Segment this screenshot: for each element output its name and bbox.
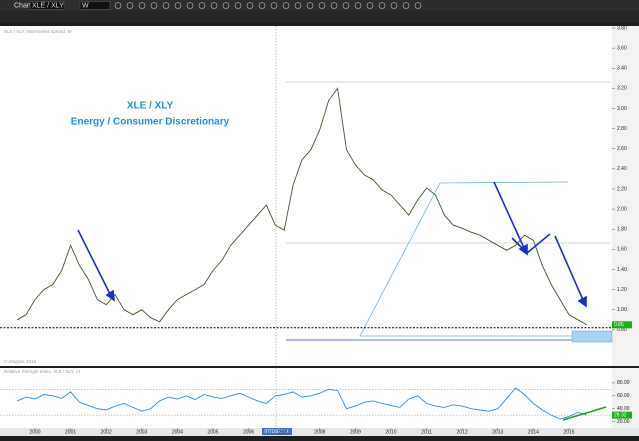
x-tick-label: 2007: [279, 429, 290, 435]
y-tick-label: 3.80: [617, 25, 627, 31]
arrow-head: [105, 289, 115, 302]
toolbar-icon[interactable]: [366, 2, 374, 9]
y-tick-label: 2.60: [617, 146, 627, 152]
toolbar-icon[interactable]: [246, 2, 254, 9]
chart-title: XLE / XLY: [127, 101, 174, 112]
x-tick-label: 2015: [563, 429, 574, 435]
x-tick-label: 2004: [172, 429, 183, 435]
y-tick-label: 2.00: [617, 206, 627, 212]
toolbar-icon[interactable]: [390, 2, 398, 9]
toolbar-icon[interactable]: [138, 2, 146, 9]
last-price-box: [612, 321, 632, 329]
y-tick-label: 80.00: [617, 380, 630, 386]
arrows: [77, 181, 587, 308]
toolbar-icon[interactable]: [258, 2, 266, 9]
projection-line: [359, 181, 569, 337]
toolbar-icon[interactable]: [294, 2, 302, 9]
y-tick-label: 1.80: [617, 227, 627, 233]
x-tick-label: 2003: [136, 429, 147, 435]
price-pane: [0, 26, 612, 366]
symbol-box[interactable]: [29, 1, 65, 10]
x-tick-label: 2006: [243, 429, 254, 435]
toolbar-icon[interactable]: [354, 2, 362, 9]
x-tick-label: 2001: [65, 429, 76, 435]
x-tick-label: 2013: [492, 429, 503, 435]
toolbar-icon[interactable]: [114, 2, 122, 9]
interval-box[interactable]: [79, 1, 111, 10]
arrow: [77, 229, 111, 295]
toolbar-icon[interactable]: [306, 2, 314, 9]
arrow-head: [577, 295, 587, 308]
chart-subtitle: Energy / Consumer Discretionary: [71, 117, 230, 128]
toolbar-icon[interactable]: [198, 2, 206, 9]
copyright: © eSignal, 2015: [4, 358, 37, 364]
rsi-pane: [0, 368, 612, 428]
rsi-status: Relative Strength Index, XLE / XLY, 14: [4, 369, 81, 374]
x-tick-label: 2014: [528, 429, 539, 435]
x-tick-label: 2002: [101, 429, 112, 435]
toolbar-icon[interactable]: [222, 2, 230, 9]
x-tick-label: 2012: [457, 429, 468, 435]
drawing-toolbar: [0, 11, 639, 23]
x-tick-label: 2008: [314, 429, 325, 435]
toolbar-icon[interactable]: [330, 2, 338, 9]
tab-label[interactable]: Chart: [14, 2, 31, 9]
y-tick-label: 3.40: [617, 66, 627, 72]
y-tick-label: 2.40: [617, 166, 627, 172]
toolbar-icon[interactable]: [126, 2, 134, 9]
toolbar-icon[interactable]: [234, 2, 242, 9]
toolbar-icon[interactable]: [378, 2, 386, 9]
price-axis: [612, 26, 639, 366]
y-tick-label: 2.20: [617, 186, 627, 192]
rsi-trendline: [562, 406, 607, 421]
y-tick-label: 1.00: [617, 307, 627, 313]
x-tick-label: 2010: [385, 429, 396, 435]
crosshair-date: 07/16/2006: [264, 429, 289, 435]
time-axis: [0, 428, 639, 436]
y-tick-label: 1.20: [617, 287, 627, 293]
toolbar-icon[interactable]: [342, 2, 350, 9]
symbol[interactable]: XLE / XLY: [32, 2, 64, 9]
y-tick-label: 3.20: [617, 86, 627, 92]
x-tick-label: 2005: [207, 429, 218, 435]
crosshair-date-box: [262, 428, 292, 435]
y-tick-label: 3.60: [617, 45, 627, 51]
y-tick-label: 40.00: [617, 406, 630, 412]
v-pattern: [511, 233, 551, 255]
y-tick-label: 2.80: [617, 126, 627, 132]
y-tick-label: 0.80: [617, 327, 627, 333]
y-tick-label: 3.00: [617, 106, 627, 112]
toolbar-icon[interactable]: [174, 2, 182, 9]
y-tick-label: 20.00: [617, 419, 630, 425]
toolbar-icon[interactable]: [162, 2, 170, 9]
toolbar-icon[interactable]: [186, 2, 194, 9]
toolbar-icon[interactable]: [150, 2, 158, 9]
x-tick-label: 2000: [29, 429, 40, 435]
last-price-label: 0.85: [614, 322, 624, 328]
y-tick-label: 60.00: [617, 393, 630, 399]
toolbar-icon[interactable]: [210, 2, 218, 9]
y-tick-label: 1.60: [617, 247, 627, 253]
toolbar-icon[interactable]: [282, 2, 290, 9]
toolbar-icon[interactable]: [270, 2, 278, 9]
arrow: [554, 235, 584, 301]
price-status: XLE / XLY, Intermarket Spread, W: [4, 29, 72, 34]
last-rsi-label: 28.32: [614, 412, 627, 418]
series-line: [17, 387, 587, 420]
toolbar-icon[interactable]: [318, 2, 326, 9]
title-bar: [0, 0, 639, 11]
x-tick-label: 2009: [350, 429, 361, 435]
y-tick-label: 1.40: [617, 267, 627, 273]
arrow: [493, 181, 525, 249]
x-tick-label: 2011: [421, 429, 432, 435]
last-rsi-box: [612, 411, 632, 419]
target-zone: [571, 330, 613, 343]
toolbar-icon[interactable]: [402, 2, 410, 9]
toolbar-icon[interactable]: [414, 2, 422, 9]
interval[interactable]: W: [82, 2, 89, 9]
